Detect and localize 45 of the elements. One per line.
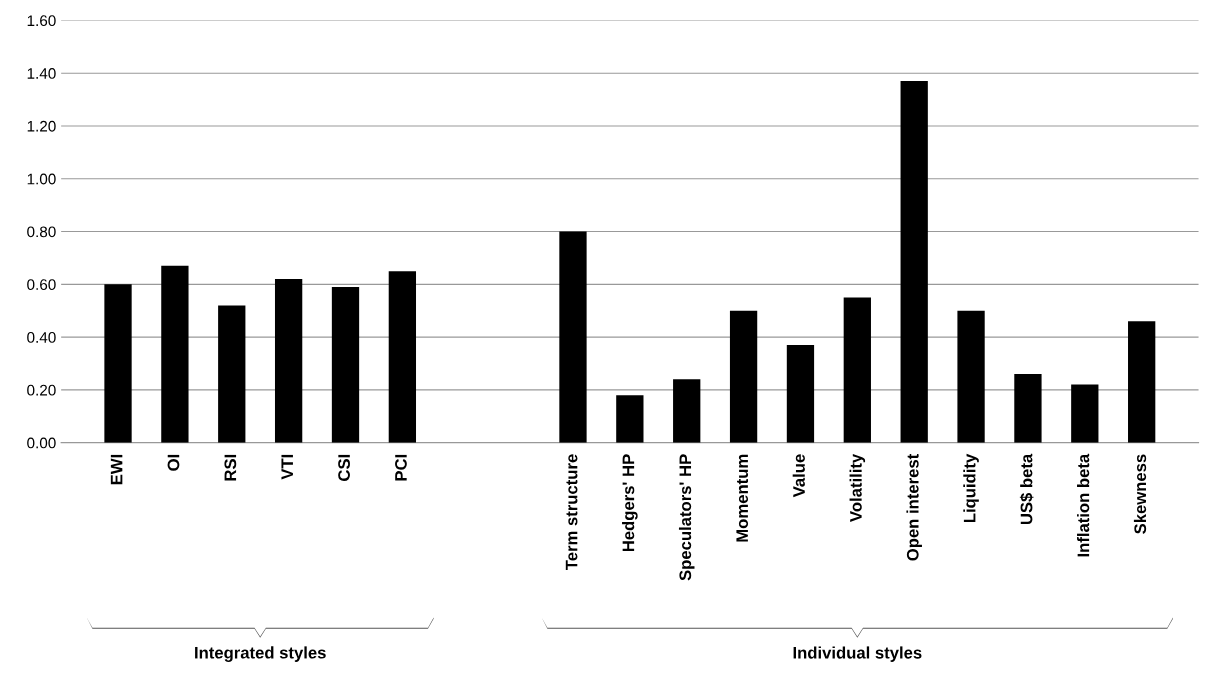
bar [616,395,644,443]
x-tick-label: RSI [224,454,237,481]
x-tick-label: VTI [281,454,293,480]
text: Integrated styles [195,646,326,662]
y-tick-label: 1.00 [27,173,56,185]
text: Individual styles [793,646,922,662]
bar [388,271,417,443]
bar [957,310,985,443]
bar [786,345,815,443]
x-tick-label: Open interest [906,453,922,561]
y-tick-label: 0.40 [27,331,56,343]
x-tick-label: US$ beta [1019,453,1034,525]
bar [843,297,871,443]
bar [161,265,189,443]
bar [900,81,928,443]
x-tick-label: Hedgers' HP [622,454,638,552]
bar [274,279,303,443]
bar [104,284,132,443]
x-tick-label: Skewness [1133,454,1147,534]
x-tick-label: Inflation beta [1077,453,1090,557]
bar [218,305,246,443]
x-tick-label: OI [167,454,180,471]
x-tick-label: Volatility [849,453,866,522]
x-tick-label: PCI [395,454,407,481]
x-tick-label: Momentum [736,454,749,542]
y-tick-label: 0.00 [27,437,56,449]
y-tick-label: 0.80 [27,226,56,238]
bar [1128,321,1156,443]
y-tick-label: 0.20 [27,384,56,396]
x-tick-label: EWI [110,454,123,485]
y-tick-label: 1.20 [27,120,56,132]
bar [1071,384,1099,443]
bar [559,231,587,443]
x-tick-label: CSI [338,454,350,481]
x-tick-label: Speculators' HP [678,454,695,581]
bar [729,310,758,443]
bar [673,379,701,443]
y-tick-label: 1.40 [27,68,56,79]
x-tick-label: Value [792,454,805,498]
y-tick-label: 0.60 [27,279,56,291]
y-tick-label: 1.60 [27,15,56,27]
bar [331,286,360,443]
x-tick-label: Term structure [565,454,578,570]
x-tick-label: Liquidity [963,453,979,523]
bar [1014,374,1042,443]
